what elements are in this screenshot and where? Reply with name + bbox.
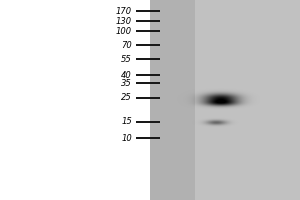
Text: 55: 55 [121,54,132,64]
Text: 130: 130 [116,17,132,25]
Text: 35: 35 [121,78,132,88]
Text: 10: 10 [121,134,132,143]
Text: 15: 15 [121,117,132,127]
Text: 70: 70 [121,41,132,50]
Text: 25: 25 [121,94,132,102]
Text: 100: 100 [116,27,132,36]
Text: 40: 40 [121,71,132,79]
Text: 170: 170 [116,6,132,16]
